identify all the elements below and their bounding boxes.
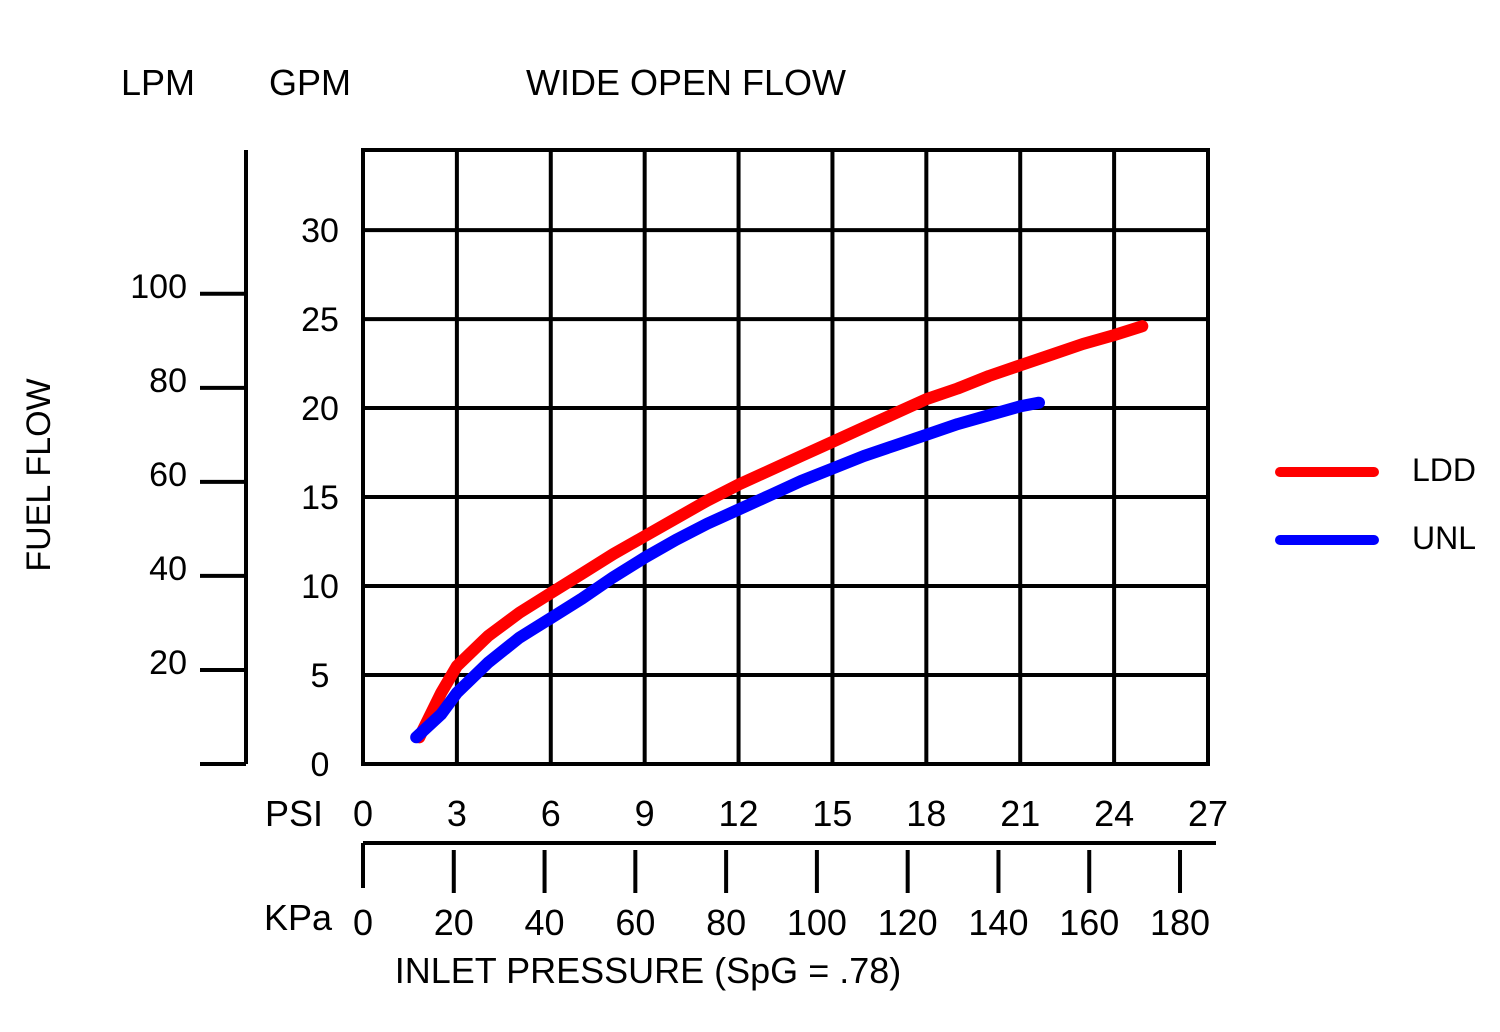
legend-label-unl: UNL [1412,520,1476,556]
psi-tick-label: 9 [635,793,655,834]
lpm-axis: 20 40 60 80 100 [130,150,248,766]
psi-tick-label: 6 [541,793,561,834]
plot-frame [361,148,1210,766]
gpm-tick-labels: 0 5 10 15 20 25 30 [301,212,339,784]
psi-axis-unit-label: PSI [265,793,323,834]
kpa-tick-label: 160 [1059,902,1119,943]
lpm-tick-label: 20 [149,644,187,682]
gpm-tick-label: 5 [311,657,330,695]
psi-tick-label: 12 [719,793,759,834]
gpm-tick-label: 0 [311,746,330,784]
x-axis-label: INLET PRESSURE (SpG = .78) [395,950,902,991]
psi-tick-label: 27 [1188,793,1228,834]
kpa-axis-unit-label: KPa [264,897,333,938]
psi-tick-label: 24 [1094,793,1134,834]
gpm-tick-label: 25 [301,301,339,339]
lpm-axis-unit-label: LPM [121,62,195,103]
psi-axis: 0 3 6 9 12 15 18 21 24 27 [353,793,1228,834]
gpm-tick-label: 20 [301,390,339,428]
gpm-tick-label: 10 [301,568,339,606]
psi-tick-label: 18 [906,793,946,834]
psi-tick-label: 21 [1000,793,1040,834]
kpa-tick-label: 120 [878,902,938,943]
kpa-tick-label: 60 [615,902,655,943]
lpm-tick-label: 60 [149,456,187,494]
psi-tick-label: 15 [812,793,852,834]
kpa-tick-label: 80 [706,902,746,943]
kpa-tick-label: 100 [787,902,847,943]
kpa-tick-label: 0 [353,902,373,943]
gpm-axis-unit-label: GPM [269,62,351,103]
lpm-tick-label: 100 [130,268,187,306]
psi-tick-label: 0 [353,793,373,834]
y-axis-label: FUEL FLOW [20,378,58,571]
gpm-tick-label: 15 [301,479,339,517]
chart-title: WIDE OPEN FLOW [526,62,846,103]
series-line-unl [410,396,1045,744]
legend-label-ldd: LDD [1412,452,1476,488]
kpa-tick-label: 180 [1150,902,1210,943]
data-series [410,320,1149,744]
legend: LDD UNL [1275,452,1476,556]
kpa-tick-label: 140 [968,902,1028,943]
kpa-axis: 0 20 40 60 80 100 120 140 160 180 [353,841,1216,943]
kpa-tick-label: 40 [525,902,565,943]
series-line-ldd [413,320,1149,744]
plot-grid [361,148,1210,766]
gpm-tick-label: 30 [301,212,339,250]
kpa-tick-label: 20 [434,902,474,943]
lpm-tick-label: 40 [149,550,187,588]
lpm-tick-label: 80 [149,362,187,400]
psi-tick-label: 3 [447,793,467,834]
